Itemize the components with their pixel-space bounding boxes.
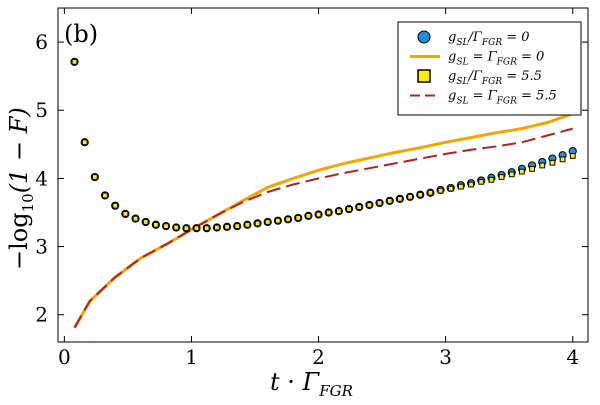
data-point-square	[539, 162, 546, 169]
legend-label: gSL = ΓFGR = 5.5	[448, 89, 557, 107]
data-point-square	[366, 202, 373, 208]
data-point-square	[508, 171, 515, 178]
y-tick-label: 6	[35, 30, 48, 54]
data-point-square	[386, 198, 393, 204]
data-point-square	[458, 183, 464, 190]
data-point-square	[234, 223, 241, 230]
data-point-square	[295, 215, 302, 221]
x-tick-label: 2	[312, 345, 325, 369]
data-point-square	[112, 202, 119, 209]
data-point-square	[519, 168, 525, 175]
x-tick-label: 0	[58, 345, 71, 369]
data-point-square	[213, 224, 220, 231]
x-tick-label: 1	[185, 345, 198, 369]
data-point-square	[183, 225, 190, 232]
data-point-square	[71, 58, 78, 65]
data-point-square	[356, 204, 363, 210]
data-point-square	[315, 211, 322, 218]
legend-marker-square	[417, 69, 431, 83]
data-point-square	[488, 176, 495, 183]
data-point-square	[498, 174, 505, 180]
data-point-square	[224, 223, 230, 230]
data-point-square	[274, 217, 281, 224]
data-point-square	[346, 206, 352, 212]
data-point-square	[163, 223, 169, 230]
x-tick-label: 4	[566, 345, 579, 369]
data-point-square	[122, 210, 129, 217]
data-point-square	[427, 189, 434, 196]
x-tick-label: 3	[439, 345, 452, 369]
legend-label: gSL = ΓFGR = 0	[448, 50, 544, 68]
data-point-square	[478, 178, 485, 185]
data-point-square	[305, 212, 312, 219]
data-point-square	[132, 215, 139, 222]
legend-label: gSL/ΓFGR = 0	[448, 30, 530, 48]
data-point-square	[447, 185, 454, 192]
data-point-square	[407, 193, 413, 200]
data-point-square	[81, 139, 88, 146]
data-point-square	[335, 208, 342, 215]
data-point-square	[193, 225, 200, 232]
data-point-square	[173, 224, 180, 231]
panel-label: (b)	[64, 20, 98, 48]
data-point-square	[203, 225, 210, 232]
data-point-square	[264, 219, 271, 225]
legend-label: gSL/ΓFGR = 5.5	[448, 69, 542, 87]
plot-frame	[57, 7, 589, 343]
data-point-square	[244, 221, 251, 228]
data-point-square	[549, 159, 556, 166]
series-line-dashed	[73, 127, 573, 329]
data-point-square	[102, 192, 108, 199]
data-point-square	[569, 153, 576, 159]
data-point-square	[285, 216, 291, 223]
data-point-square	[396, 195, 403, 202]
data-point-square	[417, 191, 424, 198]
data-point-square	[437, 187, 444, 194]
data-point-square	[91, 174, 98, 180]
y-tick-label: 2	[35, 303, 48, 327]
legend-marker-circle	[417, 30, 431, 44]
y-axis-label: −log10(1 − F)	[5, 107, 37, 270]
data-point-square	[254, 220, 261, 227]
data-point-square	[142, 219, 149, 225]
data-point-square	[468, 181, 474, 188]
data-point-square	[559, 156, 566, 163]
data-point-square	[529, 165, 535, 172]
data-point-square	[325, 209, 332, 216]
y-tick-label: 4	[35, 166, 48, 190]
y-tick-label: 5	[35, 98, 48, 122]
data-point-square	[152, 221, 159, 228]
y-tick-label: 3	[35, 235, 48, 259]
x-axis-label: t · ΓFGR	[270, 368, 353, 400]
data-point-square	[376, 200, 383, 206]
